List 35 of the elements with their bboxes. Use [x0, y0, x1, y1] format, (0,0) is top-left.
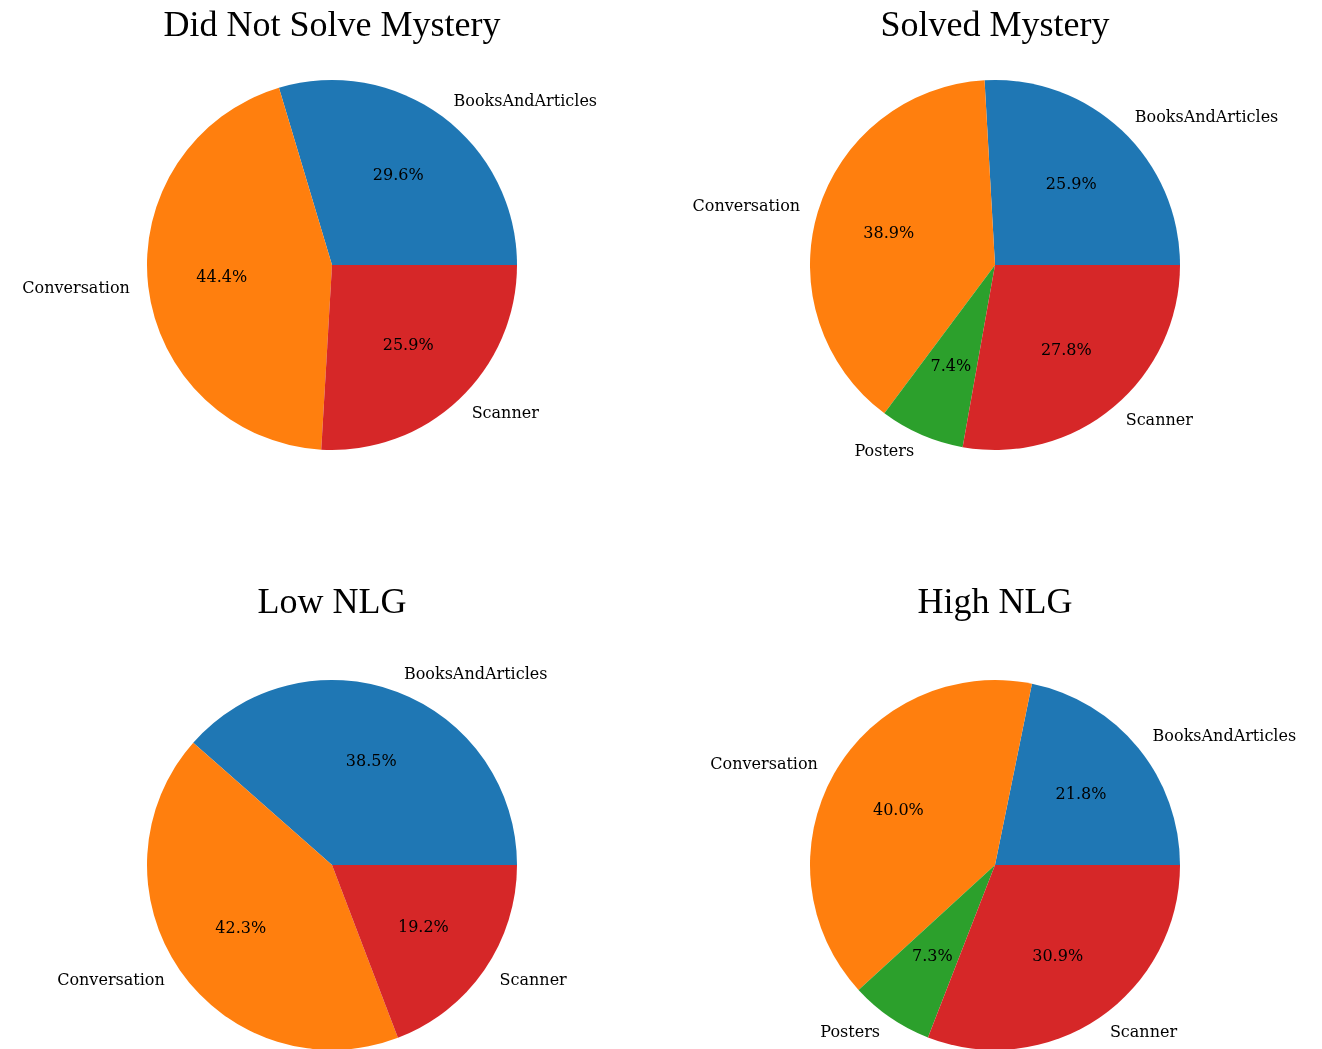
chart-title: Solved Mystery: [880, 4, 1110, 45]
data-label: 38.5%: [345, 750, 397, 770]
slice-label: Conversation: [57, 970, 165, 990]
data-label: 42.3%: [215, 917, 267, 937]
slice-label: Scanner: [471, 402, 540, 422]
data-label: 7.3%: [911, 946, 953, 966]
slice-label: BooksAndArticles: [403, 664, 548, 684]
pie-slice: [810, 80, 995, 414]
slice-label: Scanner: [499, 969, 568, 989]
data-label: 25.9%: [382, 335, 434, 355]
slice-label: Scanner: [1109, 1022, 1178, 1042]
data-label: 29.6%: [372, 165, 424, 185]
data-label: 19.2%: [398, 917, 449, 937]
chart-title: Did Not Solve Mystery: [163, 4, 501, 45]
data-label: 44.4%: [196, 267, 248, 287]
slice-label: Conversation: [692, 195, 801, 215]
pie-slice: [193, 680, 517, 865]
slice-label: BooksAndArticles: [453, 91, 598, 111]
slice-label: BooksAndArticles: [1152, 725, 1297, 745]
slice-label: Conversation: [710, 754, 818, 774]
data-label: 7.4%: [930, 356, 972, 376]
data-label: 30.9%: [1032, 946, 1084, 966]
data-label: 27.8%: [1040, 339, 1092, 359]
pie-slice: [147, 87, 332, 450]
data-label: 40.0%: [873, 799, 924, 819]
slice-label: BooksAndArticles: [1134, 106, 1279, 126]
data-label: 21.8%: [1055, 784, 1107, 804]
slice-label: Conversation: [22, 278, 130, 298]
slice-label: Posters: [820, 1022, 881, 1042]
slice-label: Scanner: [1125, 410, 1194, 430]
slice-label: Posters: [854, 441, 915, 461]
chart-title: Low NLG: [257, 581, 407, 622]
data-label: 38.9%: [863, 222, 915, 242]
chart-title: High NLG: [917, 581, 1073, 622]
data-label: 25.9%: [1045, 173, 1097, 193]
